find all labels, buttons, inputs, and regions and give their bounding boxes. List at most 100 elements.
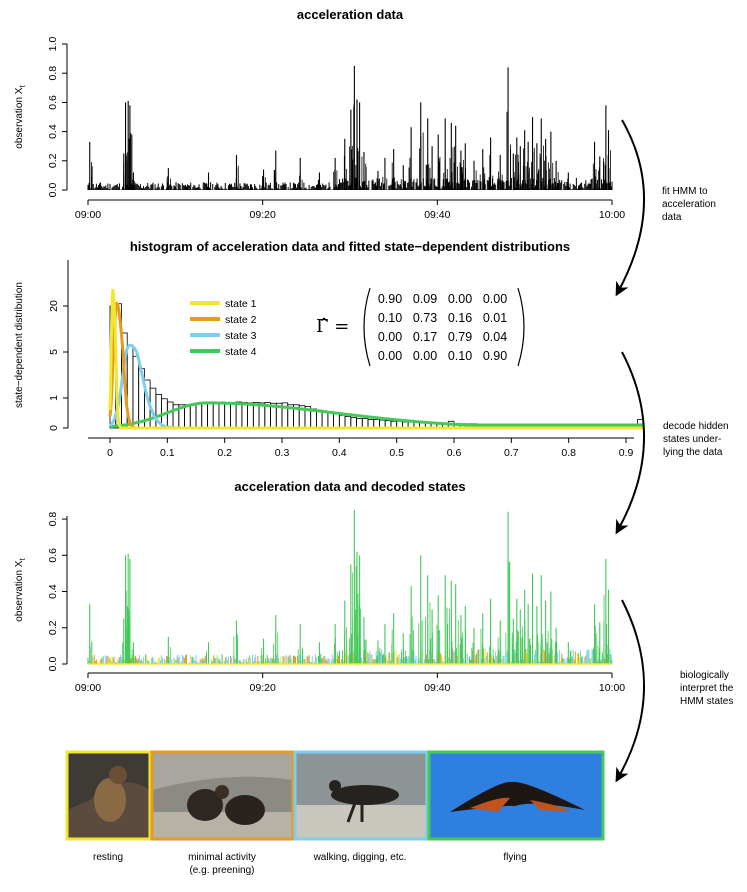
y-tick-label: 20: [48, 300, 60, 312]
hist-bar: [241, 402, 249, 429]
matrix-cell: 0.17: [413, 330, 437, 344]
panel2-title: histogram of acceleration data and fitte…: [130, 239, 570, 254]
matrix-cell: 0.79: [448, 330, 472, 344]
panel2-histogram-bars: [109, 303, 644, 429]
caption-preening-2: (e.g. preening): [189, 865, 254, 876]
y-tick-label: 0: [48, 425, 60, 431]
x-tick-label: 0.1: [160, 447, 175, 459]
hist-bar: [201, 402, 208, 429]
svg-text:HMM states: HMM states: [680, 696, 733, 707]
workflow-arrows: fit HMM to acceleration data decode hidd…: [615, 119, 734, 783]
walking-bird-photo: [293, 750, 429, 841]
arrow-interpret: [615, 599, 645, 783]
svg-text:data: data: [662, 212, 682, 223]
hist-bar: [224, 402, 231, 429]
note-fit-hmm: fit HMM to acceleration data: [662, 186, 716, 223]
note-interpret: biologically interpret the HMM states: [680, 670, 734, 707]
panel2-x-ticks: 0 0.1 0.2 0.3 0.4 0.5 0.6 0.7 0.8 0.9: [107, 438, 633, 459]
svg-text:decode hidden: decode hidden: [663, 421, 729, 432]
hist-bar: [184, 404, 191, 429]
panel3-y-label: observation Xt: [14, 558, 27, 622]
hist-bar: [229, 402, 237, 429]
y-tick-label: 0.0: [47, 657, 59, 672]
x-tick-label: 0.4: [332, 447, 347, 459]
matrix-left-bracket: [363, 287, 371, 367]
panel3-series: [87, 510, 613, 665]
x-tick-label: 09:00: [75, 682, 101, 694]
density-state-1: [108, 288, 643, 430]
bird-body: [94, 778, 126, 822]
x-tick-label: 0.9: [619, 447, 634, 459]
matrix-cell: 0.09: [413, 292, 437, 306]
caption-walking: walking, digging, etc.: [313, 852, 407, 863]
hist-bar: [344, 415, 352, 429]
panel3-y-ticks: 0.0 0.2 0.4 0.6 0.8: [47, 512, 67, 672]
x-tick-label: 10:00: [599, 209, 625, 221]
bird-right: [225, 795, 265, 825]
x-tick-label: 09:20: [250, 682, 276, 694]
photo-frame-resting: [65, 750, 152, 841]
x-tick-label: 0.8: [561, 447, 576, 459]
y-tick-label: 1: [48, 395, 60, 401]
matrix-right-bracket: [517, 287, 525, 367]
y-tick-label: 0.6: [47, 548, 59, 563]
svg-text:biologically: biologically: [680, 670, 729, 681]
matrix-cell: 0.90: [378, 292, 402, 306]
bird-left: [187, 789, 223, 821]
arrow-decode: [615, 351, 645, 535]
flying-bird-photo: [427, 750, 605, 841]
gamma-hat-label: Γ̂ =: [316, 316, 349, 337]
hist-bar: [321, 411, 329, 429]
panel3-title: acceleration data and decoded states: [234, 479, 465, 494]
matrix-cell: 0.10: [378, 311, 402, 325]
density-state-4: [109, 401, 643, 429]
y-tick-label: 0.4: [47, 584, 59, 599]
legend-label-state1: state 1: [225, 298, 257, 310]
transition-matrix: Γ̂ = 0.90 0.09 0.00 0.00 0.10 0.73 0.16 0.01 0.0…: [316, 287, 525, 367]
x-tick-label: 09:00: [75, 209, 101, 221]
svg-text:interpret the: interpret the: [680, 683, 734, 694]
panel2-y-ticks: 0 1 5 20: [48, 300, 68, 431]
y-tick-label: 0.8: [47, 512, 59, 527]
panel1-series: [87, 65, 613, 190]
photo-frame-preening: [150, 750, 295, 841]
hist-bar: [207, 402, 214, 429]
hist-bar: [132, 355, 140, 429]
hist-bar: [338, 414, 346, 429]
hist-bar: [195, 403, 203, 429]
x-tick-label: 09:20: [250, 209, 276, 221]
panel1-y-label: observation Xt: [14, 85, 27, 149]
photo-frame-flying: [427, 750, 605, 841]
matrix-cells: 0.90 0.09 0.00 0.00 0.10 0.73 0.16 0.01 0.00 0.17…: [378, 292, 507, 363]
hist-bar: [327, 412, 335, 429]
panel-acceleration-data: acceleration data 0.0 0.2 0.4 0.6 0.8 1.0 09:…: [14, 7, 625, 221]
bird-body: [331, 785, 399, 805]
matrix-cell: 0.73: [413, 311, 437, 325]
hist-bar: [166, 401, 174, 429]
matrix-cell: 0.16: [448, 311, 472, 325]
hist-bar: [333, 413, 340, 429]
hist-bar: [315, 409, 323, 429]
svg-text:fit HMM to: fit HMM to: [662, 186, 708, 197]
resting-bird-photo: [65, 750, 152, 841]
x-tick-label: 0.3: [275, 447, 290, 459]
y-tick-label: 1.0: [47, 37, 59, 52]
matrix-cell: 0.04: [483, 330, 507, 344]
x-tick-label: 0: [107, 447, 113, 459]
panel2-density-curves: [108, 288, 643, 430]
caption-preening-1: minimal activity: [188, 852, 256, 863]
y-tick-label: 5: [48, 349, 60, 355]
x-tick-label: 0.5: [389, 447, 404, 459]
hist-bar: [247, 402, 254, 429]
matrix-cell: 0.00: [413, 349, 437, 363]
bird-head: [109, 766, 127, 784]
y-tick-label: 0.4: [47, 124, 59, 139]
x-tick-label: 10:00: [599, 682, 625, 694]
x-tick-label: 0.6: [447, 447, 462, 459]
panel3-x-ticks: 09:00 09:20 09:40 10:00: [75, 673, 625, 694]
y-tick-label: 0.2: [47, 153, 59, 168]
hist-bar: [189, 403, 197, 429]
hist-bar: [212, 402, 220, 429]
panel-histogram: histogram of acceleration data and fitte…: [14, 239, 644, 459]
hist-bar: [218, 401, 226, 429]
